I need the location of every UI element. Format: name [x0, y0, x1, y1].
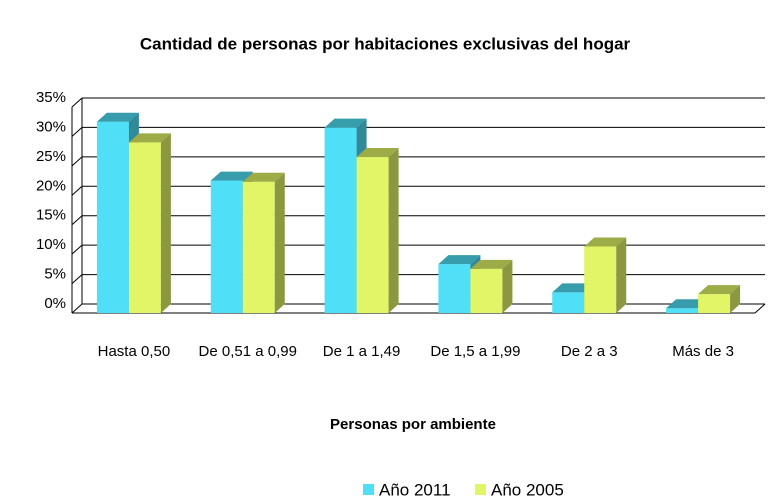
grid-line [71, 185, 83, 196]
y-tick-label: 20% [36, 177, 66, 194]
bar-top [356, 148, 399, 158]
bar-front [242, 181, 275, 313]
bar-top [128, 133, 171, 143]
y-tick-label: 10% [36, 236, 66, 253]
x-tick-label: Más de 3 [672, 343, 734, 360]
bar-top [438, 255, 481, 265]
bar-top [470, 259, 513, 269]
y-tick-label: 5% [44, 266, 66, 283]
chart-title: Cantidad de personas por habitaciones ex… [140, 34, 631, 53]
y-tick-label: 25% [36, 148, 66, 165]
bar-side [388, 148, 399, 313]
bar [356, 148, 399, 313]
bar-top [698, 285, 741, 295]
bar-front [584, 246, 617, 313]
x-tick-label: Hasta 0,50 [97, 343, 171, 360]
bar-top [210, 171, 253, 181]
x-tick-label: De 2 a 3 [560, 343, 618, 360]
bar-side [274, 172, 285, 313]
bar-front [356, 157, 389, 313]
bar [470, 259, 513, 313]
bar-front [96, 121, 129, 313]
grid-line [71, 156, 83, 167]
y-tick-label: 35% [36, 89, 66, 106]
legend-label: Año 2011 [379, 480, 451, 499]
bar-front [438, 264, 471, 313]
y-tick-label: 0% [44, 295, 66, 312]
grid-line [71, 127, 83, 137]
bar-front [128, 142, 161, 313]
grid-line [71, 244, 83, 255]
x-tick-label: De 0,51 a 0,99 [198, 343, 297, 360]
legend-label: Año 2005 [491, 480, 564, 499]
grid-line [71, 274, 83, 284]
legend-swatch [363, 484, 374, 495]
bar-front [210, 180, 243, 313]
bar-front [666, 308, 699, 313]
bar-top [584, 237, 627, 247]
y-tick-label: 15% [36, 207, 66, 224]
grid-line [71, 303, 83, 314]
y-tick-label: 30% [36, 118, 66, 135]
x-tick-label: De 1,5 a 1,99 [430, 343, 521, 360]
grid-line [71, 215, 83, 226]
bar-side [616, 237, 627, 313]
bar-top [666, 299, 709, 309]
bar [698, 285, 741, 313]
bar-top [552, 283, 595, 293]
bar-top [242, 172, 285, 182]
bar-front [552, 292, 585, 313]
bar-front [470, 268, 503, 313]
bar-top [324, 118, 367, 128]
bar-top [96, 112, 139, 122]
bar [584, 237, 627, 313]
bar [128, 133, 171, 313]
legend-swatch [475, 484, 486, 495]
x-axis-title: Personas por ambiente [330, 416, 496, 433]
grid-line [71, 97, 83, 108]
bar-front [698, 294, 731, 313]
x-tick-label: De 1 a 1,49 [322, 343, 401, 360]
bar-front [324, 127, 357, 313]
bar [242, 172, 285, 313]
axis-line [754, 303, 766, 314]
bar-side [160, 133, 171, 313]
bar-side [730, 285, 741, 313]
bar-side [502, 259, 513, 313]
